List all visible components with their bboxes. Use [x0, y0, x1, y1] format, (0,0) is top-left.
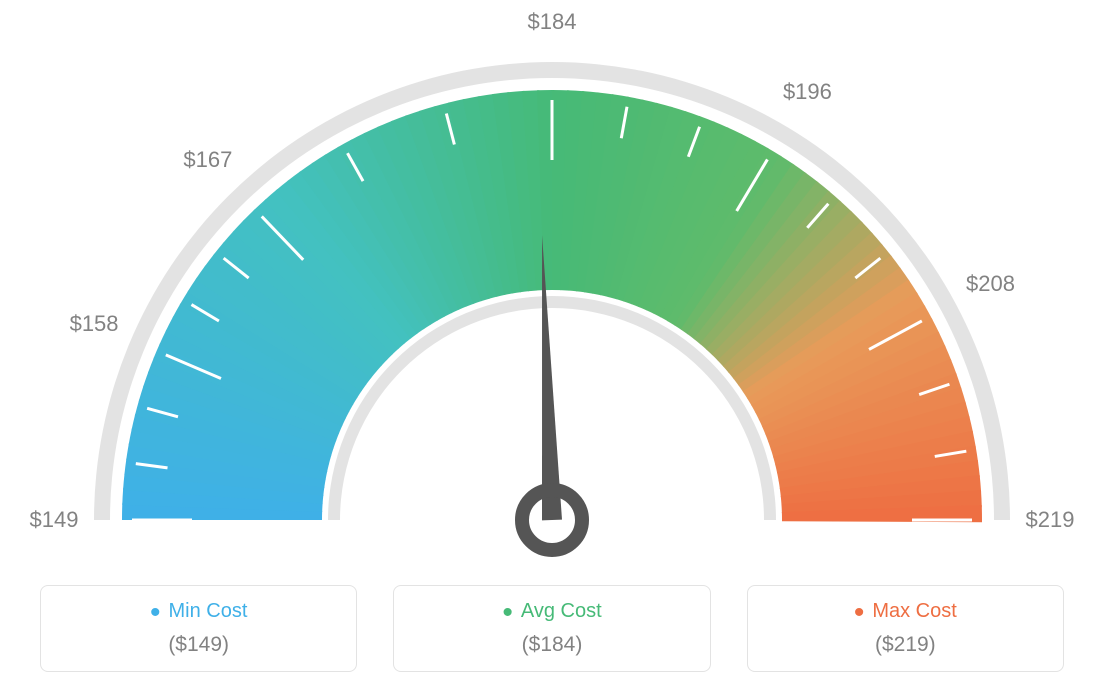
- legend-card-avg: Avg Cost ($184): [393, 585, 710, 673]
- legend-value-avg: ($184): [394, 633, 709, 657]
- gauge-tick-label: $158: [70, 311, 119, 337]
- gauge-tick-label: $167: [183, 147, 232, 173]
- gauge-svg: [0, 0, 1104, 565]
- gauge-tick-label: $149: [30, 507, 79, 533]
- legend-label-max: Max Cost: [854, 600, 957, 623]
- legend-card-max: Max Cost ($219): [747, 585, 1064, 673]
- cost-gauge-chart: $149 $158 $167 $184 $196 $208 $219: [0, 0, 1104, 565]
- gauge-tick-label: $184: [528, 9, 577, 35]
- legend-value-max: ($219): [748, 633, 1063, 657]
- legend-value-min: ($149): [41, 633, 356, 657]
- gauge-tick-label: $208: [966, 271, 1015, 297]
- gauge-tick-label: $219: [1026, 507, 1075, 533]
- legend-card-min: Min Cost ($149): [40, 585, 357, 673]
- legend-label-avg: Avg Cost: [502, 600, 601, 623]
- gauge-tick-label: $196: [783, 79, 832, 105]
- legend-row: Min Cost ($149) Avg Cost ($184) Max Cost…: [0, 585, 1104, 673]
- legend-label-min: Min Cost: [150, 600, 247, 623]
